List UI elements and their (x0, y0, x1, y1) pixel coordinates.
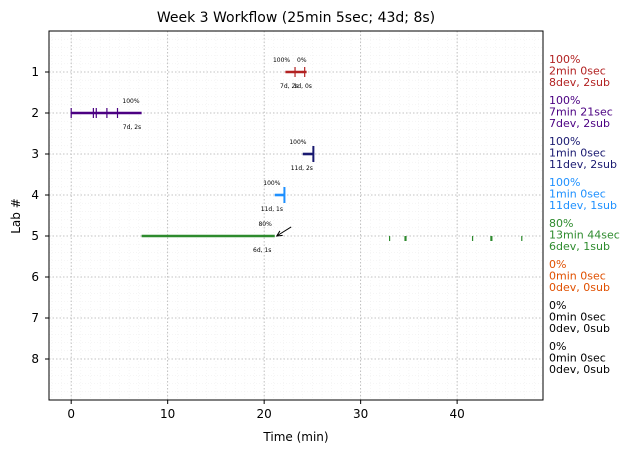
lab-4-percent-label: 100% (263, 180, 280, 187)
lab-1-percent-label: 0% (297, 57, 307, 64)
lab-2-summary-line: 100% (549, 94, 580, 107)
x-tick-label: 20 (257, 407, 272, 421)
x-tick-label: 30 (353, 407, 368, 421)
lab-2-summary-line: 7dev, 2sub (549, 117, 610, 130)
x-tick-label: 10 (160, 407, 175, 421)
lab-7-summary-line: 0min 0sec (549, 311, 606, 324)
lab-2-count-label: 7d, 2s (123, 124, 141, 131)
lab-2-percent-label: 100% (122, 98, 139, 105)
lab-7-summary-line: 0% (549, 299, 566, 312)
lab-1-summary-line: 100% (549, 53, 580, 66)
lab-3-summary-line: 100% (549, 135, 580, 148)
lab-7-summary-line: 0dev, 0sub (549, 322, 610, 335)
lab-1-count-label: 7d, 2s (280, 83, 298, 90)
y-tick-label: 8 (31, 352, 39, 366)
y-tick-label: 7 (31, 311, 39, 325)
lab-2-summary-line: 7min 21sec (549, 106, 613, 119)
x-tick-label: 40 (449, 407, 464, 421)
y-tick-label: 4 (31, 188, 39, 202)
lab-5-summary-line: 80% (549, 217, 573, 230)
lab-5-count-label: 6d, 1s (253, 247, 271, 254)
lab-5-summary-line: 6dev, 1sub (549, 240, 610, 253)
x-tick-label: 0 (67, 407, 75, 421)
y-tick-label: 1 (31, 65, 39, 79)
lab-4-summary-line: 1min 0sec (549, 188, 606, 201)
lab-1-percent-label: 100% (273, 57, 290, 64)
plot-frame (48, 30, 544, 401)
lab-6-summary-line: 0dev, 0sub (549, 281, 610, 294)
lab-8-summary-line: 0min 0sec (549, 352, 606, 365)
lab-5-percent-label: 80% (258, 221, 272, 228)
lab-1-summary-line: 8dev, 2sub (549, 76, 610, 89)
lab-5-summary-line: 13min 44sec (549, 229, 620, 242)
lab-6-summary-line: 0min 0sec (549, 270, 606, 283)
tick-layer: 0 10 20 30 40 1 2 3 4 5 6 7 8 (31, 65, 464, 421)
lab-6-summary-line: 0% (549, 258, 566, 271)
lab-8-summary-line: 0% (549, 340, 566, 353)
lab-4-summary-line: 100% (549, 176, 580, 189)
y-tick-label: 6 (31, 270, 39, 284)
annotation-arrow-shaft (276, 226, 292, 237)
chart-title: Week 3 Workflow (25min 5sec; 43d; 8s) (157, 10, 435, 26)
lab-4-count-label: 11d, 1s (261, 206, 283, 213)
annotation-arrow-head (275, 230, 283, 237)
y-tick-label: 5 (31, 229, 39, 243)
lab-3-count-label: 11d, 2s (291, 165, 313, 172)
lab-4-summary-line: 11dev, 1sub (549, 199, 617, 212)
lab-3-summary-line: 1min 0sec (549, 147, 606, 160)
grid-layer (49, 31, 543, 400)
lab-1-summary-line: 2min 0sec (549, 65, 606, 78)
lab-3-percent-label: 100% (289, 139, 306, 146)
lab-3-summary-line: 11dev, 2sub (549, 158, 617, 171)
lab-8-summary-line: 0dev, 0sub (549, 363, 610, 376)
y-tick-label: 3 (31, 147, 39, 161)
x-axis-label: Time (min) (262, 430, 328, 444)
y-tick-label: 2 (31, 106, 39, 120)
lab-1-count-label: 1d, 0s (294, 83, 312, 90)
y-axis-label: Lab # (9, 198, 23, 234)
